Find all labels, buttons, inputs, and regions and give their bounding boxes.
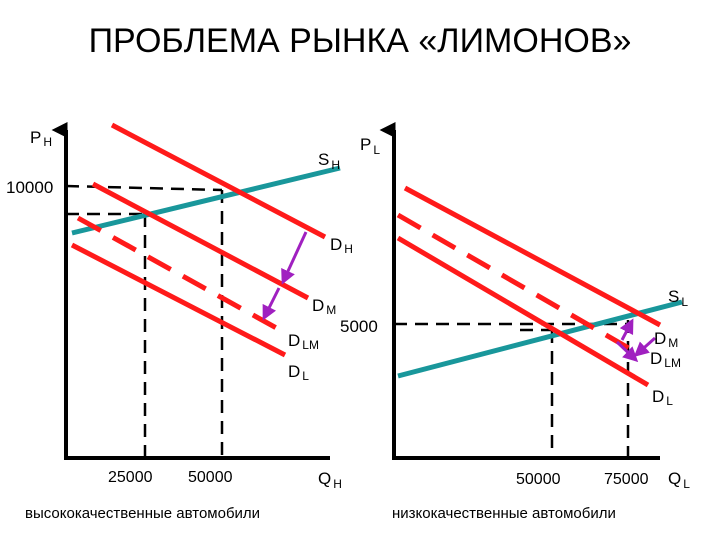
left-caption: высококачественные автомобили <box>25 505 260 522</box>
left-dlm-curve <box>76 215 282 333</box>
right-dlm-curve <box>396 212 634 353</box>
right-caption: низкокачественные автомобили <box>392 505 616 522</box>
right-supply-curve <box>397 299 683 379</box>
left-guide-10000 <box>65 184 223 192</box>
left-dm-curve <box>91 181 310 301</box>
left-qty-tick-25000: 25000 <box>108 469 153 486</box>
left-shift-arrow-2 <box>262 287 281 321</box>
left-dl-curve <box>70 242 287 358</box>
right-shift-arrow-3 <box>633 336 657 358</box>
right-shift-arrow-2 <box>615 340 639 363</box>
left-price-tick: 10000 <box>6 178 53 197</box>
right-price-tick: 5000 <box>340 317 378 336</box>
right-qty-tick-50000: 50000 <box>516 471 561 488</box>
right-dl-curve <box>396 235 650 388</box>
left-shift-arrow-1 <box>281 231 308 285</box>
left-qty-tick-50000: 50000 <box>188 469 233 486</box>
left-dlm-label: D LM <box>288 331 319 352</box>
left-dh-curve <box>110 122 327 240</box>
right-shift-arrow-1 <box>619 318 634 341</box>
right-qty-tick-75000: 75000 <box>604 471 649 488</box>
left-supply-curve <box>71 165 341 236</box>
right-dm-curve <box>403 185 662 328</box>
page-title: ПРОБЛЕМА РЫНКА «ЛИМОНОВ» <box>88 22 632 60</box>
right-dlm-label: D LM <box>650 349 681 370</box>
